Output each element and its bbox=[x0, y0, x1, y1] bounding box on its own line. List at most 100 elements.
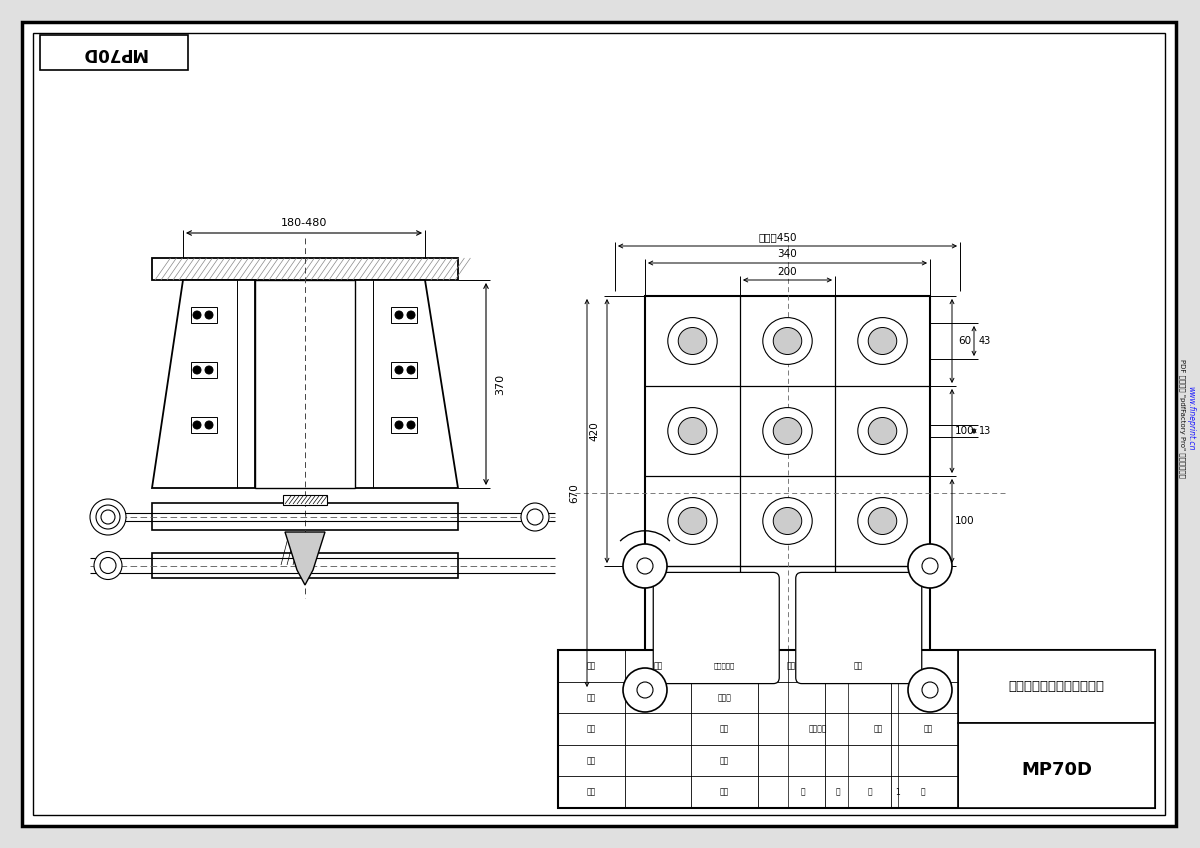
Text: 1: 1 bbox=[895, 788, 900, 797]
Circle shape bbox=[637, 682, 653, 698]
Bar bbox=[391, 417, 418, 433]
Bar bbox=[152, 503, 458, 530]
Circle shape bbox=[637, 558, 653, 574]
Bar bbox=[283, 495, 326, 505]
Text: 共: 共 bbox=[800, 788, 805, 797]
Text: 13: 13 bbox=[979, 426, 991, 436]
Bar bbox=[558, 650, 1154, 808]
Text: 批准: 批准 bbox=[720, 756, 730, 765]
Text: MP70D: MP70D bbox=[82, 44, 146, 62]
Bar bbox=[958, 650, 1154, 723]
Circle shape bbox=[922, 558, 938, 574]
Polygon shape bbox=[355, 280, 458, 488]
Ellipse shape bbox=[869, 417, 896, 444]
Circle shape bbox=[527, 509, 542, 525]
Text: 标准化: 标准化 bbox=[718, 693, 732, 702]
Ellipse shape bbox=[678, 507, 707, 534]
Text: 100: 100 bbox=[955, 516, 974, 526]
Circle shape bbox=[94, 551, 122, 579]
Text: 设计: 设计 bbox=[587, 693, 596, 702]
Circle shape bbox=[922, 682, 938, 698]
Text: 180-480: 180-480 bbox=[281, 218, 328, 228]
Text: 工艺: 工艺 bbox=[587, 756, 596, 765]
Ellipse shape bbox=[858, 408, 907, 455]
Text: 数量: 数量 bbox=[874, 724, 883, 734]
Text: 标记: 标记 bbox=[587, 661, 596, 670]
Circle shape bbox=[908, 544, 952, 588]
Text: 批准: 批准 bbox=[720, 788, 730, 797]
Circle shape bbox=[205, 311, 214, 319]
Text: 描检: 描检 bbox=[587, 724, 596, 734]
Bar bbox=[391, 307, 418, 323]
Bar bbox=[958, 723, 1154, 808]
Circle shape bbox=[623, 668, 667, 712]
Bar bbox=[191, 417, 217, 433]
Text: 60: 60 bbox=[959, 336, 972, 346]
Circle shape bbox=[623, 544, 667, 588]
Circle shape bbox=[395, 366, 403, 374]
Text: 200: 200 bbox=[778, 267, 797, 277]
Ellipse shape bbox=[667, 318, 718, 365]
Ellipse shape bbox=[763, 408, 812, 455]
Text: 装机距450: 装机距450 bbox=[758, 232, 797, 242]
Ellipse shape bbox=[678, 327, 707, 354]
Bar bbox=[191, 307, 217, 323]
Ellipse shape bbox=[773, 327, 802, 354]
Circle shape bbox=[908, 668, 952, 712]
Text: MP70D: MP70D bbox=[1021, 761, 1092, 779]
Circle shape bbox=[395, 311, 403, 319]
Ellipse shape bbox=[678, 417, 707, 444]
FancyBboxPatch shape bbox=[653, 572, 779, 683]
Bar bbox=[646, 296, 930, 690]
Text: 页: 页 bbox=[835, 788, 840, 797]
Bar bbox=[152, 553, 458, 578]
Circle shape bbox=[193, 421, 202, 429]
Ellipse shape bbox=[858, 318, 907, 365]
Bar bbox=[191, 362, 217, 378]
Ellipse shape bbox=[763, 318, 812, 365]
FancyBboxPatch shape bbox=[796, 572, 922, 683]
Polygon shape bbox=[152, 280, 256, 488]
Circle shape bbox=[100, 557, 116, 573]
Text: 100: 100 bbox=[955, 426, 974, 436]
Text: 670: 670 bbox=[569, 483, 580, 503]
Text: 日期: 日期 bbox=[853, 661, 863, 670]
Text: 420: 420 bbox=[589, 421, 599, 441]
Bar bbox=[40, 35, 188, 70]
Text: 更改文件号: 更改文件号 bbox=[714, 662, 736, 669]
Text: 43: 43 bbox=[979, 336, 991, 346]
Ellipse shape bbox=[667, 408, 718, 455]
Bar bbox=[152, 258, 458, 280]
Text: 第: 第 bbox=[868, 788, 872, 797]
Ellipse shape bbox=[773, 417, 802, 444]
Circle shape bbox=[407, 311, 415, 319]
Circle shape bbox=[193, 366, 202, 374]
Ellipse shape bbox=[667, 498, 718, 544]
Circle shape bbox=[205, 421, 214, 429]
Text: 校对: 校对 bbox=[720, 724, 730, 734]
Text: 签字: 签字 bbox=[787, 661, 796, 670]
Ellipse shape bbox=[869, 327, 896, 354]
Text: www.fineprint.cn: www.fineprint.cn bbox=[1187, 386, 1195, 450]
Text: 处数: 处数 bbox=[653, 661, 662, 670]
Polygon shape bbox=[286, 532, 325, 585]
Circle shape bbox=[205, 366, 214, 374]
Text: 工艺: 工艺 bbox=[587, 788, 596, 797]
Bar bbox=[256, 280, 355, 488]
Text: PDF 文件使用 "pdfFactory Pro" 试用版本创建: PDF 文件使用 "pdfFactory Pro" 试用版本创建 bbox=[1178, 359, 1186, 477]
Circle shape bbox=[96, 505, 120, 529]
Ellipse shape bbox=[858, 498, 907, 544]
Ellipse shape bbox=[773, 507, 802, 534]
Ellipse shape bbox=[869, 507, 896, 534]
Ellipse shape bbox=[763, 498, 812, 544]
Text: 宁波奇明机械制造有限公司: 宁波奇明机械制造有限公司 bbox=[1008, 680, 1104, 693]
Text: 重量: 重量 bbox=[923, 724, 932, 734]
Circle shape bbox=[521, 503, 550, 531]
Circle shape bbox=[407, 421, 415, 429]
Circle shape bbox=[101, 510, 115, 524]
Bar bbox=[391, 362, 418, 378]
Text: 页: 页 bbox=[920, 788, 925, 797]
Circle shape bbox=[90, 499, 126, 535]
Text: 图样标记: 图样标记 bbox=[809, 724, 827, 734]
Circle shape bbox=[193, 311, 202, 319]
